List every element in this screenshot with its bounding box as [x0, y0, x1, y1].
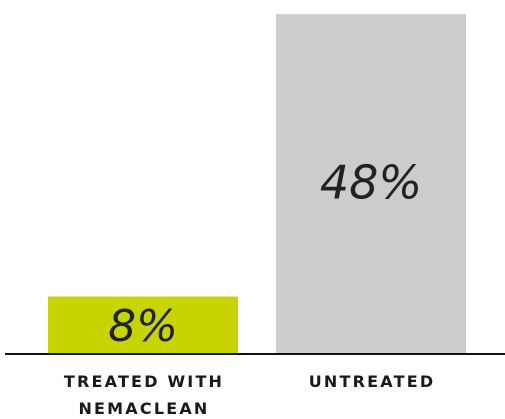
value-label-2: 48%	[320, 156, 422, 210]
category-label-1-line-2: NEMACLEAN	[78, 399, 209, 418]
category-labels-layer: TREATED WITH NEMACLEAN UNTREATED	[64, 372, 436, 418]
category-label-1-line-1: TREATED WITH	[64, 372, 224, 391]
value-label-1: 8%	[108, 301, 178, 352]
bar-1	[48, 296, 238, 353]
category-label-2-line-1: UNTREATED	[309, 372, 436, 391]
bar-2	[276, 14, 466, 354]
value-labels-layer: 8% 48%	[108, 156, 422, 352]
bars-layer	[48, 14, 466, 354]
